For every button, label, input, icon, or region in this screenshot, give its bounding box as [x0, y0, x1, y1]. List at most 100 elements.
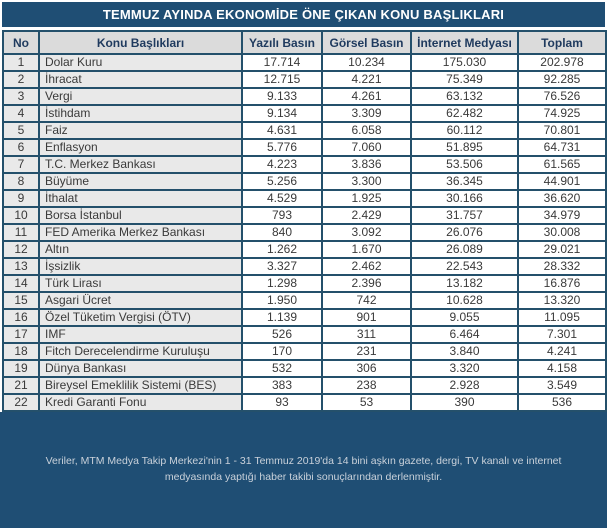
title-separator: [0, 27, 607, 30]
topic-name: İhracat: [38, 70, 243, 89]
internet-media-value: 13.182: [410, 274, 519, 293]
print-press-value: 17.714: [241, 53, 323, 72]
topic-name: Bireysel Emeklilik Sistemi (BES): [38, 376, 243, 395]
source-footnote-text: Veriler, MTM Medya Takip Merkezi'nin 1 -…: [45, 455, 562, 483]
topic-name: İstihdam: [38, 104, 243, 123]
print-press-value: 532: [241, 359, 323, 378]
visual-press-value: 7.060: [321, 138, 412, 157]
total-value: 34.979: [517, 206, 607, 225]
topic-name: Altın: [38, 240, 243, 259]
print-press-value: 4.223: [241, 155, 323, 174]
internet-media-value: 10.628: [410, 291, 519, 310]
visual-press-value: 4.261: [321, 87, 412, 106]
table-row: 7 T.C. Merkez Bankası 4.223 3.836 53.506 61.5…: [2, 155, 607, 174]
row-number: 5: [2, 121, 40, 140]
internet-media-value: 9.055: [410, 308, 519, 327]
table-row: 19 Dünya Bankası 532 306 3.320 4.158: [2, 359, 607, 378]
total-value: 61.565: [517, 155, 607, 174]
table-row: 9 İthalat 4.529 1.925 30.166 36.620: [2, 189, 607, 208]
print-press-value: 383: [241, 376, 323, 395]
print-press-value: 793: [241, 206, 323, 225]
visual-press-value: 901: [321, 308, 412, 327]
visual-press-value: 238: [321, 376, 412, 395]
internet-media-value: 31.757: [410, 206, 519, 225]
visual-press-value: 3.092: [321, 223, 412, 242]
print-press-value: 4.529: [241, 189, 323, 208]
print-press-value: 1.139: [241, 308, 323, 327]
row-number: 22: [2, 393, 40, 412]
total-value: 36.620: [517, 189, 607, 208]
visual-press-value: 306: [321, 359, 412, 378]
total-value: 7.301: [517, 325, 607, 344]
topic-name: Vergi: [38, 87, 243, 106]
internet-media-value: 26.089: [410, 240, 519, 259]
row-number: 12: [2, 240, 40, 259]
internet-media-value: 36.345: [410, 172, 519, 191]
total-value: 536: [517, 393, 607, 412]
visual-press-value: 53: [321, 393, 412, 412]
table-row: 10 Borsa İstanbul 793 2.429 31.757 34.979: [2, 206, 607, 225]
table-row: 8 Büyüme 5.256 3.300 36.345 44.901: [2, 172, 607, 191]
topic-name: Dünya Bankası: [38, 359, 243, 378]
topic-name: İşsizlik: [38, 257, 243, 276]
topics-table-header: No Konu Başlıkları Yazılı Basın Görsel Bası…: [2, 30, 607, 55]
internet-media-value: 60.112: [410, 121, 519, 140]
table-row: 21 Bireysel Emeklilik Sistemi (BES) 383 238…: [2, 376, 607, 395]
row-number: 11: [2, 223, 40, 242]
row-number: 15: [2, 291, 40, 310]
print-press-value: 1.298: [241, 274, 323, 293]
visual-press-value: 231: [321, 342, 412, 361]
print-press-value: 5.256: [241, 172, 323, 191]
total-value: 4.158: [517, 359, 607, 378]
row-number: 6: [2, 138, 40, 157]
total-value: 13.320: [517, 291, 607, 310]
row-number: 19: [2, 359, 40, 378]
total-value: 92.285: [517, 70, 607, 89]
internet-media-value: 390: [410, 393, 519, 412]
print-press-value: 3.327: [241, 257, 323, 276]
row-number: 17: [2, 325, 40, 344]
internet-media-value: 22.543: [410, 257, 519, 276]
topic-name: T.C. Merkez Bankası: [38, 155, 243, 174]
print-press-value: 1.950: [241, 291, 323, 310]
total-value: 30.008: [517, 223, 607, 242]
visual-press-value: 2.462: [321, 257, 412, 276]
internet-media-value: 62.482: [410, 104, 519, 123]
col-header-internet-media-value: İnternet Medyası: [410, 30, 519, 55]
table-row: 15 Asgari Ücret 1.950 742 10.628 13.320: [2, 291, 607, 310]
topic-name: Enflasyon: [38, 138, 243, 157]
internet-media-value: 26.076: [410, 223, 519, 242]
row-number: 10: [2, 206, 40, 225]
row-number: 1: [2, 53, 40, 72]
visual-press-value: 311: [321, 325, 412, 344]
table-row: 13 İşsizlik 3.327 2.462 22.543 28.332: [2, 257, 607, 276]
internet-media-value: 6.464: [410, 325, 519, 344]
row-number: 8: [2, 172, 40, 191]
total-value: 202.978: [517, 53, 607, 72]
print-press-value: 9.134: [241, 104, 323, 123]
total-value: 74.925: [517, 104, 607, 123]
print-press-value: 1.262: [241, 240, 323, 259]
visual-press-value: 10.234: [321, 53, 412, 72]
table-row: 14 Türk Lirası 1.298 2.396 13.182 16.876: [2, 274, 607, 293]
topic-name: Asgari Ücret: [38, 291, 243, 310]
internet-media-value: 3.840: [410, 342, 519, 361]
table-row: 18 Fitch Derecelendirme Kuruluşu 170 231 3.8…: [2, 342, 607, 361]
internet-media-value: 63.132: [410, 87, 519, 106]
table-row: 5 Faiz 4.631 6.058 60.112 70.801: [2, 121, 607, 140]
visual-press-value: 1.670: [321, 240, 412, 259]
print-press-value: 9.133: [241, 87, 323, 106]
col-header-print-press-value: Yazılı Basın: [241, 30, 323, 55]
total-value: 4.241: [517, 342, 607, 361]
visual-press-value: 4.221: [321, 70, 412, 89]
print-press-value: 4.631: [241, 121, 323, 140]
header-row: No Konu Başlıkları Yazılı Basın Görsel Bası…: [2, 30, 607, 55]
row-number: 2: [2, 70, 40, 89]
row-number: 13: [2, 257, 40, 276]
source-footnote: Veriler, MTM Medya Takip Merkezi'nin 1 -…: [0, 412, 607, 528]
internet-media-value: 175.030: [410, 53, 519, 72]
print-press-value: 526: [241, 325, 323, 344]
visual-press-value: 3.309: [321, 104, 412, 123]
internet-media-value: 3.320: [410, 359, 519, 378]
